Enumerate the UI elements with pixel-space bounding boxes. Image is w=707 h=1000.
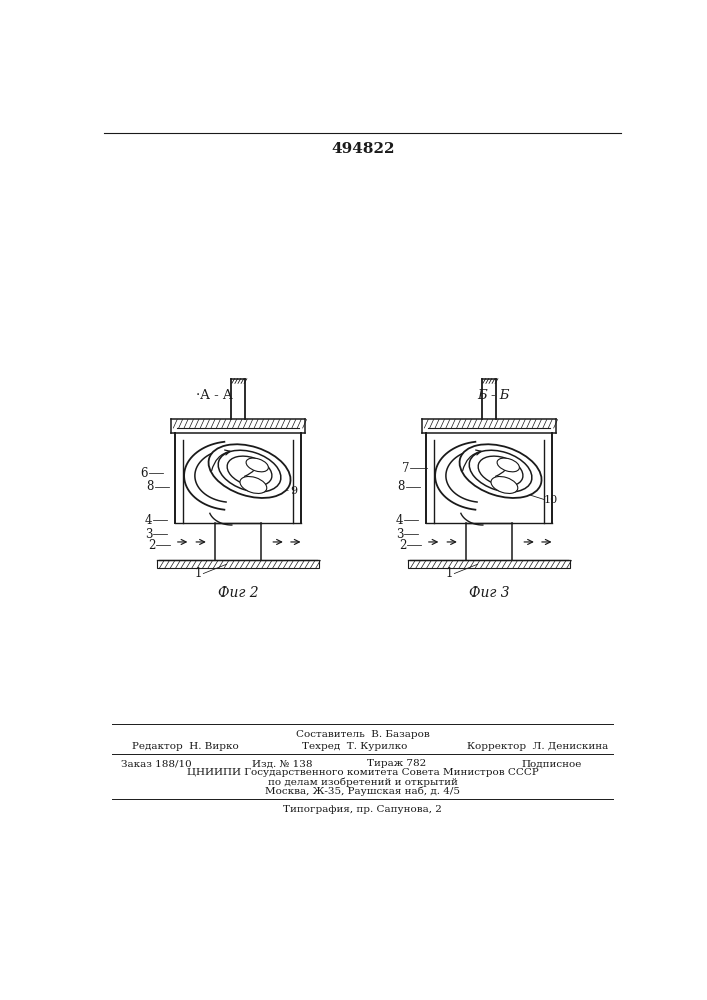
Text: 3: 3 <box>145 528 153 541</box>
Text: 1: 1 <box>195 567 202 580</box>
Text: ЦНИИПИ Государственного комитета Совета Министров СССР: ЦНИИПИ Государственного комитета Совета … <box>187 768 539 777</box>
Text: Редактор  Н. Вирко: Редактор Н. Вирко <box>132 742 239 751</box>
Text: Москва, Ж-35, Раушская наб, д. 4/5: Москва, Ж-35, Раушская наб, д. 4/5 <box>265 787 460 796</box>
Text: 2: 2 <box>148 539 156 552</box>
Text: ·A - A: ·A - A <box>196 389 233 402</box>
Text: Тираж 782: Тираж 782 <box>368 759 426 768</box>
Text: 9: 9 <box>290 486 297 496</box>
Ellipse shape <box>227 456 272 486</box>
Ellipse shape <box>497 458 520 472</box>
Ellipse shape <box>209 444 291 498</box>
Ellipse shape <box>478 456 523 486</box>
Text: 6: 6 <box>140 467 148 480</box>
Text: 8: 8 <box>397 480 405 493</box>
Ellipse shape <box>469 450 532 492</box>
Text: 4: 4 <box>396 514 404 527</box>
Text: Корректор  Л. Денискина: Корректор Л. Денискина <box>467 742 609 751</box>
Text: Фиг 3: Фиг 3 <box>469 586 509 600</box>
Ellipse shape <box>240 476 267 493</box>
Text: Составитель  В. Базаров: Составитель В. Базаров <box>296 730 430 739</box>
Text: 4: 4 <box>145 514 153 527</box>
Ellipse shape <box>218 450 281 492</box>
Text: 7: 7 <box>402 462 409 475</box>
Text: Б - Б: Б - Б <box>477 389 510 402</box>
Text: 10: 10 <box>544 495 558 505</box>
Ellipse shape <box>460 444 542 498</box>
Ellipse shape <box>246 458 269 472</box>
Text: Типография, пр. Сапунова, 2: Типография, пр. Сапунова, 2 <box>284 805 442 814</box>
Text: Фиг 2: Фиг 2 <box>218 586 258 600</box>
Text: 494822: 494822 <box>331 142 395 156</box>
Bar <box>408 560 570 568</box>
Text: 2: 2 <box>399 539 407 552</box>
Text: Заказ 188/10: Заказ 188/10 <box>121 759 192 768</box>
Ellipse shape <box>491 476 518 493</box>
Text: 3: 3 <box>396 528 404 541</box>
Text: 8: 8 <box>146 480 154 493</box>
Text: 1: 1 <box>446 567 453 580</box>
Text: Техред  Т. Курилко: Техред Т. Курилко <box>302 742 407 751</box>
Text: Изд. № 138: Изд. № 138 <box>252 759 312 768</box>
Bar <box>157 560 319 568</box>
Text: Подписное: Подписное <box>521 759 582 768</box>
Text: по делам изобретений и открытий: по делам изобретений и открытий <box>268 777 457 787</box>
